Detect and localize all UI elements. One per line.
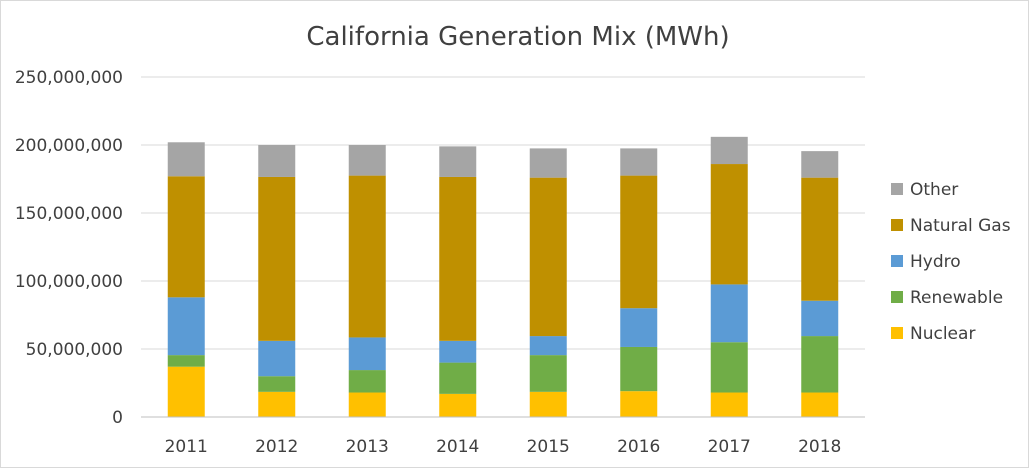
bar-stack-2016 [620,148,658,417]
legend-swatch [891,255,903,267]
bar-segment-natural-gas-2014 [439,176,477,341]
bar-segment-renewable-2014 [439,362,477,394]
bar-segment-other-2013 [348,145,386,176]
bar-segment-natural-gas-2011 [167,176,205,298]
bar-segment-other-2018 [801,151,839,178]
x-tick-label: 2011 [165,437,208,457]
gridlines [141,76,865,350]
bar-stack-2017 [710,136,748,417]
bar-segment-other-2016 [620,148,658,176]
legend-item-renewable: Renewable [891,288,1003,308]
x-tick-label: 2017 [708,437,751,457]
y-tick-label: 100,000,000 [15,272,123,292]
bar-segment-other-2011 [167,142,205,177]
y-axis-tick-labels: 0 50,000,000 100,000,000 150,000,000 200,000… [15,68,123,428]
bar-segment-hydro-2017 [710,284,748,343]
x-axis-tick-labels: 2011 2012 2013 2014 2015 2016 2017 2018 [165,437,842,457]
bar-stack-2012 [258,145,296,417]
x-tick-label: 2014 [436,437,479,457]
bar-stack-2018 [801,151,839,417]
bar-segment-renewable-2018 [801,336,839,393]
legend: Other Natural Gas Hydro Renewable Nuclear [891,180,1011,344]
bar-segment-natural-gas-2017 [710,164,748,285]
bar-stack-2011 [167,142,205,417]
bar-segment-hydro-2016 [620,308,658,347]
bar-stack-2013 [348,145,386,417]
bar-segment-nuclear-2011 [167,366,205,417]
bar-segment-hydro-2012 [258,340,296,377]
bar-segment-hydro-2011 [167,297,205,356]
legend-item-hydro: Hydro [891,252,961,272]
bar-segment-other-2015 [529,148,567,178]
legend-label: Other [910,180,958,200]
legend-label: Hydro [910,252,961,272]
legend-label: Natural Gas [910,216,1011,236]
bar-segment-hydro-2018 [801,300,839,337]
bar-segment-nuclear-2018 [801,392,839,417]
x-tick-label: 2016 [617,437,660,457]
bar-segment-other-2014 [439,146,477,177]
bar-segment-nuclear-2015 [529,391,567,417]
bar-segment-nuclear-2014 [439,393,477,417]
bar-stack-2014 [439,146,477,417]
x-tick-label: 2018 [798,437,841,457]
bar-segment-other-2017 [710,136,748,165]
bar-segment-other-2012 [258,145,296,177]
bar-segment-renewable-2017 [710,342,748,393]
bar-segment-hydro-2013 [348,337,386,371]
bar-segment-hydro-2015 [529,336,567,356]
bars [167,136,839,417]
bar-stack-2015 [529,148,567,417]
legend-label: Nuclear [910,324,975,344]
chart-title: California Generation Mix (MWh) [306,22,729,52]
bar-segment-natural-gas-2013 [348,175,386,338]
bar-segment-natural-gas-2016 [620,175,658,309]
bar-segment-nuclear-2013 [348,392,386,417]
legend-swatch [891,219,903,231]
legend-swatch [891,291,903,303]
x-tick-label: 2012 [255,437,298,457]
y-tick-label: 50,000,000 [26,340,123,360]
bar-segment-renewable-2015 [529,355,567,392]
x-tick-label: 2015 [527,437,570,457]
legend-item-nuclear: Nuclear [891,324,975,344]
bar-segment-nuclear-2016 [620,391,658,417]
bar-segment-hydro-2014 [439,340,477,363]
bar-segment-renewable-2011 [167,355,205,367]
bar-segment-renewable-2016 [620,346,658,392]
legend-label: Renewable [910,288,1003,308]
bar-segment-renewable-2012 [258,376,296,392]
y-tick-label: 200,000,000 [15,136,123,156]
legend-item-other: Other [891,180,958,200]
bar-segment-nuclear-2012 [258,391,296,417]
bar-segment-natural-gas-2015 [529,177,567,337]
legend-swatch [891,327,903,339]
y-tick-label: 150,000,000 [15,204,123,224]
legend-swatch [891,183,903,195]
bar-segment-natural-gas-2018 [801,177,839,301]
x-tick-label: 2013 [346,437,389,457]
bar-segment-renewable-2013 [348,370,386,393]
legend-item-natural-gas: Natural Gas [891,216,1011,236]
bar-segment-nuclear-2017 [710,392,748,417]
y-tick-label: 0 [112,408,123,428]
bar-segment-natural-gas-2012 [258,176,296,341]
y-tick-label: 250,000,000 [15,68,123,88]
